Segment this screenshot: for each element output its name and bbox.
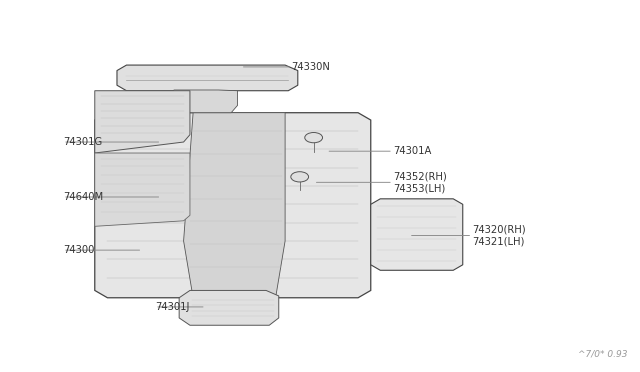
Text: 74301J: 74301J [155, 302, 189, 312]
Polygon shape [184, 113, 285, 298]
Text: 74301G: 74301G [63, 137, 102, 147]
Text: ^7/0* 0.93: ^7/0* 0.93 [578, 349, 628, 358]
Text: 74320(RH)
74321(LH): 74320(RH) 74321(LH) [472, 225, 526, 246]
Text: 74640M: 74640M [63, 192, 103, 202]
Polygon shape [95, 153, 190, 226]
Text: 74300: 74300 [63, 245, 95, 255]
Circle shape [291, 172, 308, 182]
Polygon shape [117, 65, 298, 91]
Text: 74352(RH)
74353(LH): 74352(RH) 74353(LH) [393, 171, 447, 193]
Polygon shape [179, 291, 279, 325]
Polygon shape [371, 199, 463, 270]
Circle shape [305, 132, 323, 143]
Text: 74330N: 74330N [291, 62, 330, 72]
Polygon shape [95, 91, 190, 153]
Text: 74301A: 74301A [393, 146, 431, 156]
Polygon shape [95, 113, 371, 298]
Polygon shape [164, 90, 237, 113]
